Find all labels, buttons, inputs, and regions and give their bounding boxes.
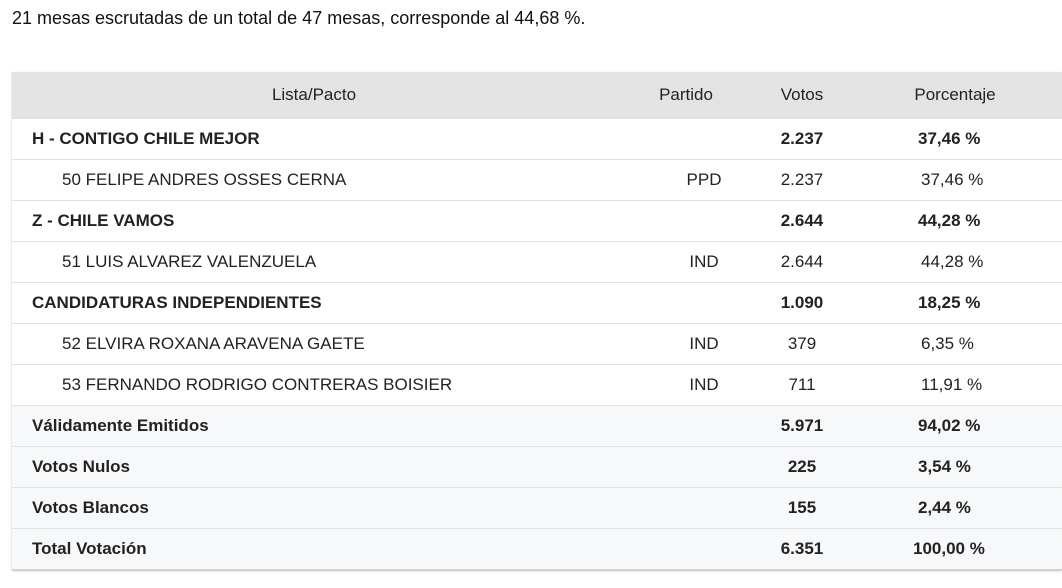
votos: 6.351: [756, 527, 848, 570]
votos: 2.237: [756, 158, 848, 200]
candidate-row: 52 ELVIRA ROXANA ARAVENA GAETE IND 379 6…: [12, 322, 1062, 364]
header-votos: Votos: [780, 84, 824, 104]
votos: 2.237: [756, 117, 848, 159]
scrutiny-summary: 21 mesas escrutadas de un total de 47 me…: [12, 8, 586, 28]
votos: 2.644: [756, 199, 848, 241]
total-label: Válidamente Emitidos: [12, 404, 616, 446]
partido: PPD: [616, 158, 756, 200]
porcentaje: 2,44 %: [848, 486, 1062, 528]
porcentaje: 11,91 %: [848, 363, 1062, 405]
votos: 1.090: [756, 281, 848, 323]
total-row-blancos: Votos Blancos 155 2,44 %: [12, 486, 1062, 528]
porcentaje: 100,00 %: [848, 527, 1062, 570]
partido: [616, 404, 756, 446]
porcentaje: 37,46 %: [848, 158, 1062, 200]
results-table: Lista/Pacto Partido Votos Porcentaje H -…: [12, 72, 1062, 570]
total-row-votacion: Total Votación 6.351 100,00 %: [12, 527, 1062, 570]
porcentaje: 6,35 %: [848, 322, 1062, 364]
porcentaje: 18,25 %: [848, 281, 1062, 323]
votos: 2.644: [756, 240, 848, 282]
partido: [616, 281, 756, 323]
votos: 5.971: [756, 404, 848, 446]
total-label: Votos Nulos: [12, 445, 616, 487]
partido: [616, 117, 756, 159]
partido: [616, 199, 756, 241]
pacto-row: CANDIDATURAS INDEPENDIENTES 1.090 18,25 …: [12, 281, 1062, 323]
total-row-nulos: Votos Nulos 225 3,54 %: [12, 445, 1062, 487]
candidate-name: 53 FERNANDO RODRIGO CONTRERAS BOISIER: [12, 363, 616, 405]
porcentaje: 44,28 %: [848, 199, 1062, 241]
partido: IND: [616, 322, 756, 364]
porcentaje: 37,46 %: [848, 117, 1062, 159]
candidate-name: 51 LUIS ALVAREZ VALENZUELA: [12, 240, 616, 282]
candidate-row: 51 LUIS ALVAREZ VALENZUELA IND 2.644 44,…: [12, 240, 1062, 282]
partido: [616, 527, 756, 570]
candidate-name: 52 ELVIRA ROXANA ARAVENA GAETE: [12, 322, 616, 364]
votos: 711: [756, 363, 848, 405]
votos: 155: [756, 486, 848, 528]
porcentaje: 44,28 %: [848, 240, 1062, 282]
pacto-row: H - CONTIGO CHILE MEJOR 2.237 37,46 %: [12, 117, 1062, 159]
partido: [616, 486, 756, 528]
porcentaje: 94,02 %: [848, 404, 1062, 446]
total-label: Votos Blancos: [12, 486, 616, 528]
porcentaje: 3,54 %: [848, 445, 1062, 487]
lista-name: H - CONTIGO CHILE MEJOR: [12, 117, 616, 159]
candidate-name: 50 FELIPE ANDRES OSSES CERNA: [12, 158, 616, 200]
lista-name: Z - CHILE VAMOS: [12, 199, 616, 241]
pacto-row: Z - CHILE VAMOS 2.644 44,28 %: [12, 199, 1062, 241]
header-porcentaje: Porcentaje: [914, 84, 996, 104]
votos: 379: [756, 322, 848, 364]
lista-name: CANDIDATURAS INDEPENDIENTES: [12, 281, 616, 323]
partido: IND: [616, 240, 756, 282]
partido: IND: [616, 363, 756, 405]
total-row-validos: Válidamente Emitidos 5.971 94,02 %: [12, 404, 1062, 446]
partido: [616, 445, 756, 487]
header-partido: Partido: [659, 84, 713, 104]
header-lista-pacto: Lista/Pacto: [271, 84, 357, 104]
total-label: Total Votación: [12, 527, 616, 570]
candidate-row: 50 FELIPE ANDRES OSSES CERNA PPD 2.237 3…: [12, 158, 1062, 200]
candidate-row: 53 FERNANDO RODRIGO CONTRERAS BOISIER IN…: [12, 363, 1062, 405]
votos: 225: [756, 445, 848, 487]
results-table-header: Lista/Pacto Partido Votos Porcentaje: [12, 72, 1062, 118]
